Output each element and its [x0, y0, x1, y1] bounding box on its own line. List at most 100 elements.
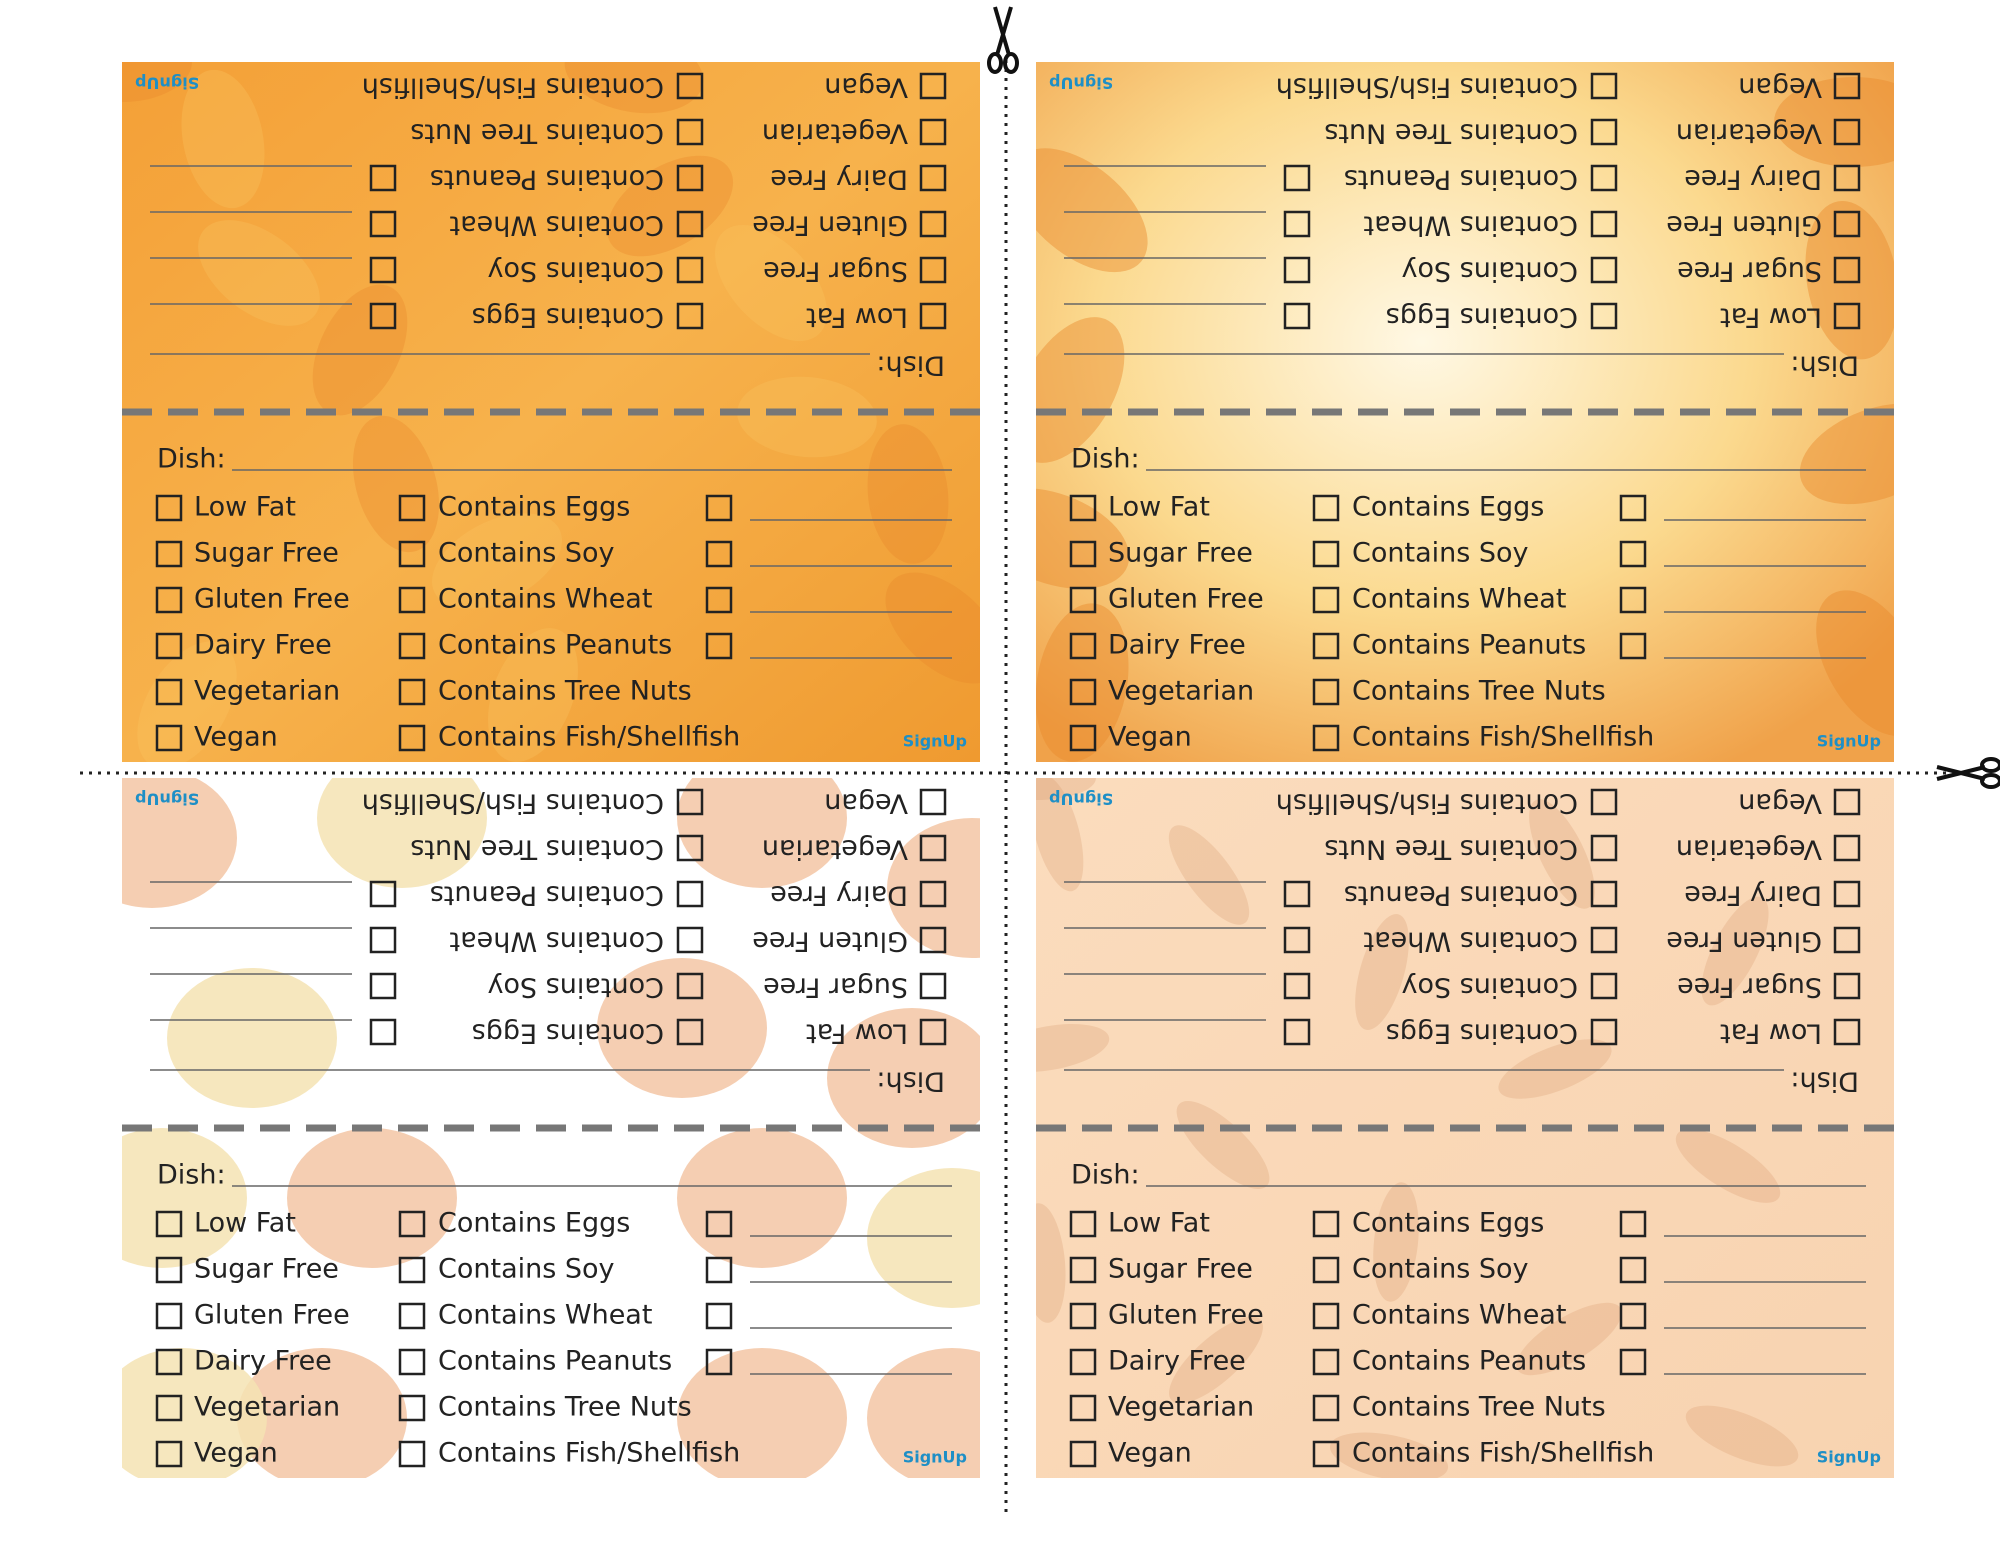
pumpkin: [122, 1128, 247, 1268]
checkbox: [1283, 880, 1311, 908]
card-top-half: Dish: Low Fat Sugar Free Gluten Free Dairy F…: [1049, 788, 1861, 1097]
option-label: Contains Eggs: [472, 1018, 664, 1049]
dish-label: Dish:: [1790, 1066, 1859, 1097]
leaf: [1168, 825, 1250, 925]
checkbox: [676, 880, 704, 908]
checkbox: [705, 1302, 733, 1330]
option-label: Vegan: [194, 722, 278, 753]
checkbox: [1312, 1440, 1340, 1468]
checkbox: [1590, 1018, 1618, 1046]
option-label: Contains Peanuts: [430, 164, 664, 195]
option-label: Contains Eggs: [1386, 302, 1578, 333]
leaf: [1529, 799, 1595, 909]
option-label: Sugar Free: [1677, 256, 1822, 287]
checkbox: [398, 1440, 426, 1468]
checkbox: [369, 880, 397, 908]
leaf: [1329, 1432, 1449, 1478]
checkbox: [676, 72, 704, 100]
checkbox: [398, 540, 426, 568]
checkbox: [155, 1348, 183, 1376]
checkbox: [676, 302, 704, 330]
option-label: Vegan: [1108, 722, 1192, 753]
leaf: [1169, 1316, 1263, 1404]
option-label: Contains Peanuts: [1352, 1346, 1586, 1377]
option-label: Low Fat: [194, 1208, 296, 1239]
checkbox: [1069, 494, 1097, 522]
checkbox: [155, 632, 183, 660]
background-decoration: [122, 778, 980, 1478]
checkbox: [1590, 210, 1618, 238]
checkbox: [155, 1440, 183, 1468]
leaf: [312, 284, 408, 416]
option-label: Contains Soy: [438, 1254, 615, 1285]
scissors-icon: [987, 6, 1019, 74]
leaf: [1816, 590, 1894, 737]
option-label: Contains Peanuts: [438, 630, 672, 661]
leaf: [1516, 1302, 1622, 1376]
checkbox: [1590, 256, 1618, 284]
pumpkin: [677, 1128, 847, 1268]
option-label: Vegan: [194, 1438, 278, 1469]
checkbox: [1833, 302, 1861, 330]
checkbox: [676, 164, 704, 192]
checkbox: [1590, 926, 1618, 954]
checkbox: [1312, 1394, 1340, 1422]
option-label: Dairy Free: [194, 1346, 332, 1377]
option-label: Contains Wheat: [438, 584, 652, 615]
checkbox: [1312, 540, 1340, 568]
scissors-icon: [1936, 757, 2000, 789]
tent-card: Dish: Low Fat Sugar Free Gluten Free Dairy F…: [122, 62, 980, 762]
option-label: Contains Eggs: [438, 492, 630, 523]
logo: SignUp: [135, 790, 199, 809]
checkbox: [676, 210, 704, 238]
checkbox: [1069, 678, 1097, 706]
checkbox: [1069, 1302, 1097, 1330]
checkbox: [1069, 1210, 1097, 1238]
card-top-half: Dish: Low Fat Sugar Free Gluten Free Dairy F…: [135, 72, 947, 381]
option-label: Vegetarian: [762, 834, 908, 865]
checkbox: [1283, 210, 1311, 238]
checkbox: [1069, 1348, 1097, 1376]
checkbox: [1312, 632, 1340, 660]
option-label: Contains Soy: [438, 538, 615, 569]
checkbox: [1619, 494, 1647, 522]
checkbox: [398, 1394, 426, 1422]
checkbox: [1833, 926, 1861, 954]
option-label: Contains Peanuts: [438, 1346, 672, 1377]
option-label: Dairy Free: [770, 880, 908, 911]
option-label: Contains Peanuts: [1344, 880, 1578, 911]
checkbox: [705, 1210, 733, 1238]
option-label: Contains Tree Nuts: [1352, 676, 1606, 707]
option-label: Contains Soy: [1401, 972, 1578, 1003]
cards: Dish: Low Fat Sugar Free Gluten Free Dairy F…: [122, 62, 1894, 1478]
option-label: Sugar Free: [194, 538, 339, 569]
checkbox: [1069, 1256, 1097, 1284]
checkbox: [1312, 1302, 1340, 1330]
pumpkin: [677, 778, 847, 888]
leaf: [1036, 778, 1096, 800]
option-label: Sugar Free: [1677, 972, 1822, 1003]
option-label: Low Fat: [806, 1018, 908, 1049]
option-label: Contains Tree Nuts: [410, 834, 664, 865]
leaf: [1176, 1101, 1270, 1189]
checkbox: [1590, 302, 1618, 330]
logo: SignUp: [1817, 1448, 1881, 1467]
checkbox: [1833, 256, 1861, 284]
checkbox: [155, 1394, 183, 1422]
checkbox: [676, 972, 704, 1000]
checkbox: [1312, 724, 1340, 752]
leaf: [737, 376, 877, 458]
leaf: [122, 62, 192, 102]
checkbox: [369, 926, 397, 954]
checkbox: [919, 926, 947, 954]
option-label: Contains Fish/Shellfish: [438, 722, 740, 753]
checkbox: [369, 972, 397, 1000]
leaf: [1701, 896, 1769, 1006]
checkbox: [1069, 1440, 1097, 1468]
checkbox: [1590, 118, 1618, 146]
pumpkin: [677, 1348, 847, 1478]
checkbox: [676, 256, 704, 284]
checkbox: [705, 1348, 733, 1376]
dish-label: Dish:: [1071, 1160, 1140, 1191]
leaf: [352, 415, 440, 553]
